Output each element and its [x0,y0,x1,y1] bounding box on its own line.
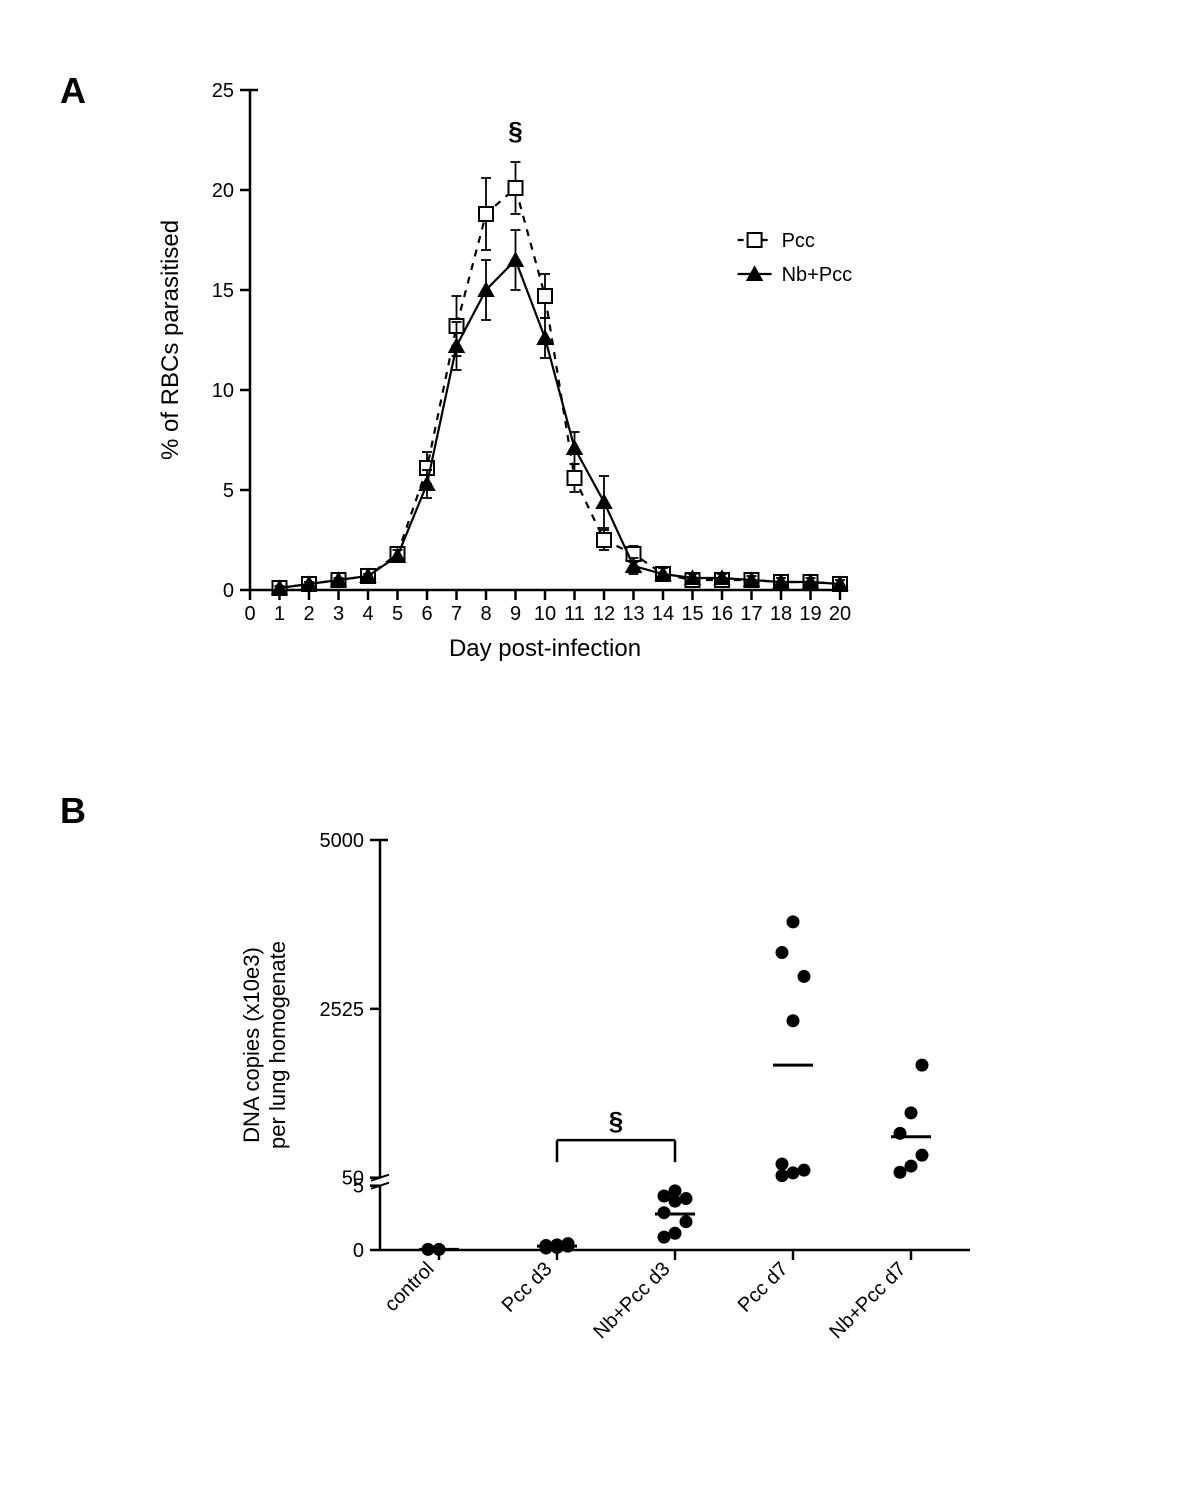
chart-b-point [776,946,789,959]
svg-text:15: 15 [212,280,234,302]
chart-a-annotation: § [508,116,522,146]
chart-b-category-label: Pcc d7 [734,1258,793,1317]
chart-b-point [669,1227,682,1240]
svg-text:0: 0 [353,1240,364,1262]
chart-b-point [776,1158,789,1171]
svg-text:2: 2 [303,603,314,625]
svg-text:19: 19 [799,603,821,625]
chart-b-category-label: Nb+Pcc d7 [825,1258,910,1343]
svg-text:DNA copies (x10e3): DNA copies (x10e3) [239,947,264,1143]
svg-text:20: 20 [829,603,851,625]
chart-b-significance: § [557,1106,675,1162]
svg-text:5000: 5000 [320,830,365,852]
svg-text:13: 13 [622,603,644,625]
chart-b-point [916,1149,929,1162]
svg-text:5: 5 [223,480,234,502]
svg-text:14: 14 [652,603,674,625]
svg-text:2525: 2525 [320,999,365,1021]
chart-b-category-label: Pcc d3 [498,1258,557,1317]
chart-b-point [916,1059,929,1072]
svg-text:25: 25 [212,80,234,102]
chart-b-point [562,1237,575,1250]
svg-text:1: 1 [274,603,285,625]
chart-a-xlabel: Day post-infection [449,635,641,662]
chart-b-point [776,1169,789,1182]
svg-text:per lung homogenate: per lung homogenate [265,941,290,1149]
chart-a-ylabel: % of RBCs parasitised [157,220,184,460]
chart-b: 055025255000DNA copies (x10e3)per lung h… [230,820,990,1420]
svg-text:12: 12 [593,603,615,625]
svg-text:10: 10 [212,380,234,402]
svg-text:3: 3 [333,603,344,625]
panel-label-a: A [60,70,86,112]
chart-b-point [680,1215,693,1228]
svg-text:8: 8 [480,603,491,625]
chart-a-legend-item: Nb+Pcc [782,264,853,286]
chart-a: 0510152025012345678910111213141516171819… [140,60,1040,680]
svg-text:11: 11 [564,603,585,625]
chart-b-point [680,1192,693,1205]
svg-text:4: 4 [362,603,373,625]
chart-b-point [669,1184,682,1197]
svg-text:10: 10 [534,603,556,625]
chart-b-point [894,1166,907,1179]
svg-text:17: 17 [740,603,762,625]
svg-text:9: 9 [510,603,521,625]
svg-text:5: 5 [392,603,403,625]
svg-text:0: 0 [244,603,255,625]
svg-text:15: 15 [681,603,703,625]
chart-b-category-label: Nb+Pcc d3 [589,1258,674,1343]
chart-b-ylabel: DNA copies (x10e3)per lung homogenate [239,941,290,1149]
panel-label-b: B [60,790,86,832]
chart-b-category-label: control [381,1258,439,1316]
chart-b-point [787,1014,800,1027]
chart-b-point [905,1160,918,1173]
svg-text:50: 50 [342,1168,364,1190]
svg-text:16: 16 [711,603,733,625]
svg-text:§: § [609,1106,623,1136]
chart-b-point [798,970,811,983]
svg-text:0: 0 [223,580,234,602]
svg-text:6: 6 [421,603,432,625]
chart-a-legend-item: Pcc [782,230,815,252]
chart-b-point [787,915,800,928]
chart-b-point [905,1106,918,1119]
svg-text:7: 7 [451,603,462,625]
svg-text:20: 20 [212,180,234,202]
svg-text:18: 18 [770,603,792,625]
chart-b-point [798,1164,811,1177]
chart-b-point [787,1166,800,1179]
